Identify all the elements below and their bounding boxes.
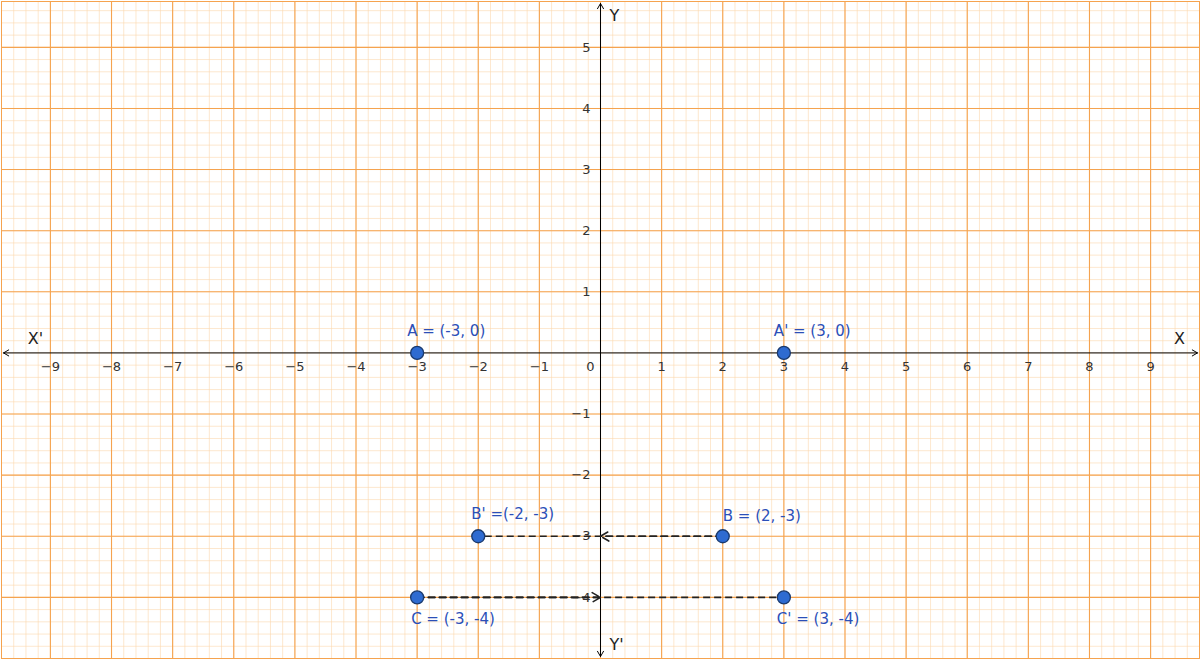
svg-text:1: 1: [582, 284, 590, 299]
svg-text:9: 9: [1146, 359, 1154, 374]
svg-text:3: 3: [780, 359, 788, 374]
svg-text:5: 5: [902, 359, 910, 374]
svg-text:X': X': [28, 329, 43, 348]
svg-text:1: 1: [657, 359, 665, 374]
svg-text:6: 6: [963, 359, 971, 374]
svg-text:Y': Y': [608, 635, 623, 654]
svg-text:X: X: [1174, 329, 1185, 348]
svg-text:Y: Y: [609, 6, 620, 25]
svg-text:C = (-3, -4): C = (-3, -4): [411, 610, 495, 628]
svg-text:4: 4: [582, 101, 590, 116]
svg-text:−9: −9: [41, 359, 60, 374]
svg-text:−1: −1: [571, 406, 590, 421]
svg-text:−3: −3: [571, 528, 591, 544]
svg-text:−6: −6: [224, 359, 243, 374]
svg-text:B = (2, -3): B = (2, -3): [723, 507, 801, 525]
svg-text:7: 7: [1024, 359, 1032, 374]
svg-text:−4: −4: [346, 359, 365, 374]
svg-text:C' = (3, -4): C' = (3, -4): [777, 610, 859, 628]
svg-text:−2: −2: [469, 359, 488, 374]
svg-text:A' = (3, 0): A' = (3, 0): [774, 322, 851, 340]
svg-text:−8: −8: [102, 359, 121, 374]
svg-text:2: 2: [582, 223, 590, 238]
svg-text:−5: −5: [285, 359, 304, 374]
svg-text:−2: −2: [571, 467, 590, 482]
svg-text:8: 8: [1085, 359, 1093, 374]
svg-text:A = (-3, 0): A = (-3, 0): [407, 322, 485, 340]
svg-text:−1: −1: [530, 359, 549, 374]
svg-text:0: 0: [586, 359, 594, 374]
svg-text:3: 3: [582, 162, 590, 177]
svg-text:−4: −4: [571, 589, 591, 605]
svg-text:B' =(-2, -3): B' =(-2, -3): [471, 505, 554, 523]
svg-text:4: 4: [841, 359, 849, 374]
svg-text:−7: −7: [163, 359, 182, 374]
svg-text:5: 5: [582, 39, 590, 54]
svg-text:−3: −3: [408, 359, 427, 374]
svg-text:2: 2: [719, 359, 727, 374]
